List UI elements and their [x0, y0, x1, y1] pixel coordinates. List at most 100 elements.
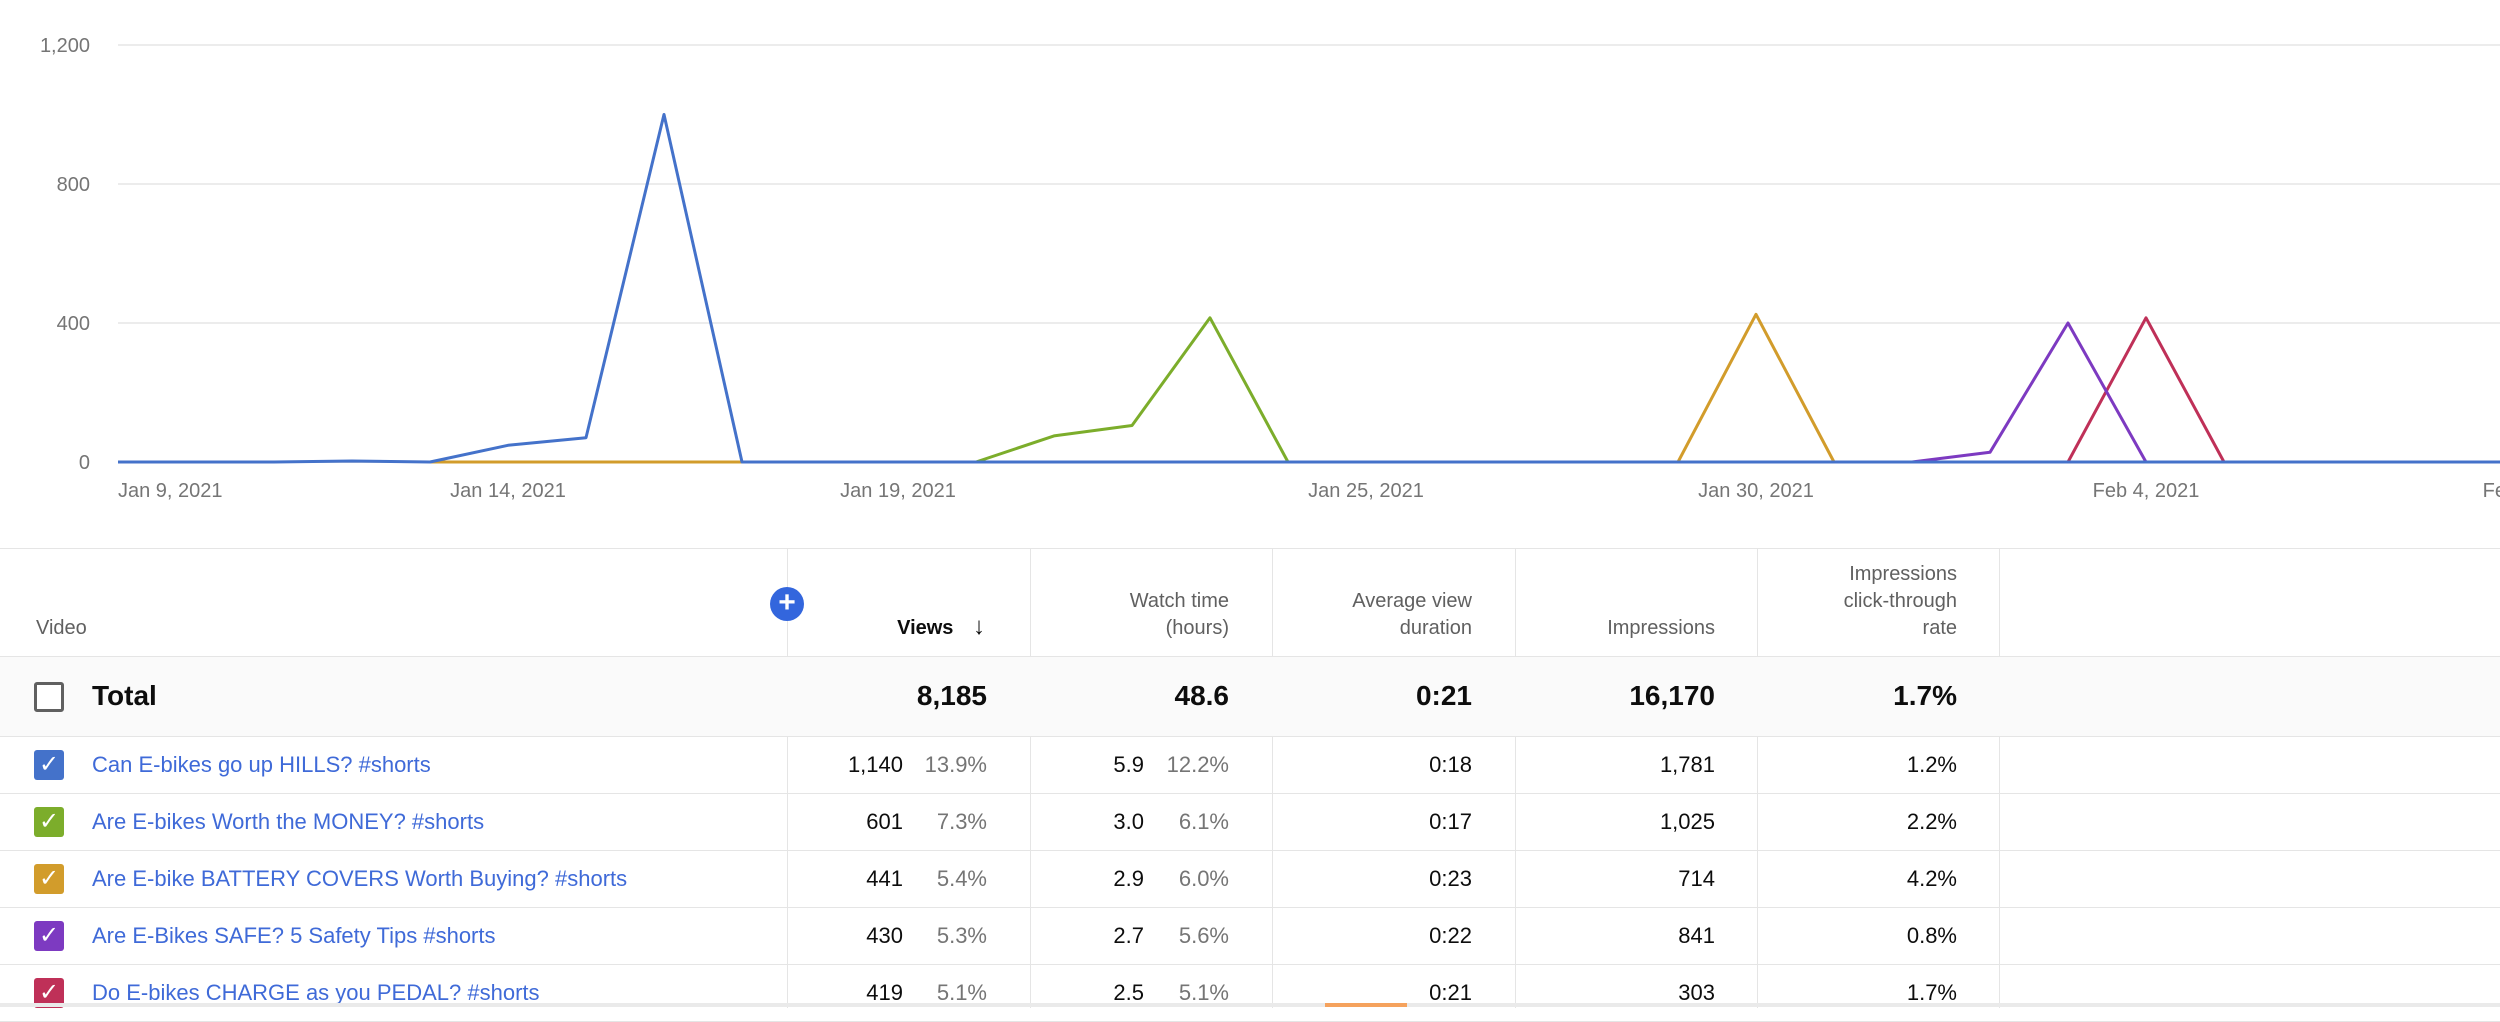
x-tick-label: Jan 14, 2021 — [450, 480, 566, 502]
y-tick-label: 0 — [79, 452, 90, 474]
ctr-header-line2: click-through — [1843, 590, 1957, 612]
watch-time-percent: 5.6% — [1178, 923, 1229, 948]
watch-time-percent: 6.1% — [1178, 809, 1229, 834]
views-value: 430 — [866, 923, 903, 948]
views-percent: 7.3% — [936, 809, 987, 834]
row-checkbox[interactable]: ✓ — [34, 807, 64, 837]
ctr-header-line1: Impressions — [1849, 563, 1957, 585]
series-line — [1911, 321, 2148, 464]
impressions-value: 303 — [1678, 980, 1715, 1005]
checkmark-icon: ✓ — [38, 751, 60, 778]
watch-time-value: 2.9 — [1113, 866, 1144, 891]
total-impressions: 16,170 — [1629, 680, 1715, 711]
total-checkbox[interactable] — [34, 682, 64, 712]
checkmark-icon: ✓ — [38, 808, 60, 835]
ctr-value: 4.2% — [1906, 866, 1957, 891]
total-average-view-duration: 0:21 — [1415, 680, 1472, 711]
video-title-link[interactable]: Are E-bikes Worth the MONEY? #shorts — [92, 809, 485, 834]
total-views: 8,185 — [916, 680, 987, 711]
average-view-duration: 0:18 — [1429, 752, 1472, 777]
column-divider — [1999, 549, 2000, 1008]
video-title-link[interactable]: Are E-Bikes SAFE? 5 Safety Tips #shorts — [92, 923, 496, 948]
watch-time-header-line2: (hours) — [1165, 617, 1229, 639]
series-line — [430, 312, 1836, 464]
column-header-impressions[interactable]: Impressions — [1607, 617, 1715, 639]
scroll-indicator[interactable] — [1325, 1003, 1407, 1007]
row-checkbox[interactable]: ✓ — [34, 750, 64, 780]
ctr-value: 0.8% — [1906, 923, 1957, 948]
scroll-track — [0, 1003, 2500, 1007]
views-value: 1,140 — [847, 752, 903, 777]
x-tick-label: Jan 30, 2021 — [1698, 480, 1814, 502]
checkmark-icon: ✓ — [38, 979, 60, 1006]
ctr-value: 1.2% — [1906, 752, 1957, 777]
series-line — [118, 113, 2500, 464]
watch-time-percent: 12.2% — [1166, 752, 1229, 777]
views-percent: 5.4% — [936, 866, 987, 891]
ctr-header-line3: rate — [1922, 617, 1957, 639]
total-watch-time: 48.6 — [1174, 680, 1230, 711]
y-tick-label: 800 — [57, 174, 90, 196]
x-axis-labels: Jan 9, 2021 Jan 14, 2021 Jan 19, 2021 Jan 2… — [118, 480, 2500, 502]
table-row[interactable]: ✓ Are E-Bikes SAFE? 5 Safety Tips #shorts… — [0, 908, 2500, 965]
average-view-duration: 0:22 — [1429, 923, 1472, 948]
views-value: 601 — [866, 809, 903, 834]
watch-time-percent: 6.0% — [1178, 866, 1229, 891]
column-divider — [1757, 549, 1758, 1008]
watch-time-percent: 5.1% — [1178, 980, 1229, 1005]
watch-time-value: 2.7 — [1113, 923, 1144, 948]
avg-duration-header-line1: Average view — [1352, 590, 1472, 612]
column-divider — [1272, 549, 1273, 1008]
video-title-link[interactable]: Can E-bikes go up HILLS? #shorts — [92, 752, 431, 777]
watch-time-value: 2.5 — [1113, 980, 1144, 1005]
x-tick-label: Feb 4, 2021 — [2093, 480, 2200, 502]
views-percent: 13.9% — [924, 752, 987, 777]
column-header-watch-time[interactable]: Watch time (hours) — [1130, 588, 1229, 642]
views-value: 441 — [866, 866, 903, 891]
total-ctr: 1.7% — [1893, 680, 1957, 711]
x-tick-label: Feb 9, 2021 — [2483, 480, 2500, 502]
ctr-value: 1.7% — [1906, 980, 1957, 1005]
views-value: 419 — [866, 980, 903, 1005]
chart-gridlines — [118, 44, 2500, 463]
add-metric-button[interactable]: + — [770, 587, 804, 621]
avg-duration-header-line2: duration — [1399, 617, 1472, 639]
series-line — [2066, 316, 2226, 463]
watch-time-header-line1: Watch time — [1129, 590, 1229, 612]
column-header-average-view-duration[interactable]: Average view duration — [1352, 588, 1472, 642]
impressions-value: 841 — [1678, 923, 1715, 948]
table-row[interactable]: ✓ Can E-bikes go up HILLS? #shorts 1,140 13… — [0, 737, 2500, 794]
ctr-value: 2.2% — [1906, 809, 1957, 834]
x-tick-label: Jan 19, 2021 — [840, 480, 956, 502]
row-checkbox[interactable]: ✓ — [34, 864, 64, 894]
table-row[interactable]: ✓ Do E-bikes CHARGE as you PEDAL? #shorts… — [0, 965, 2500, 1022]
average-view-duration: 0:23 — [1429, 866, 1472, 891]
impressions-value: 1,025 — [1659, 809, 1715, 834]
sort-descending-icon: ↓ — [973, 613, 985, 640]
column-divider — [787, 549, 788, 1008]
video-title-link[interactable]: Are E-bike BATTERY COVERS Worth Buying? … — [92, 866, 628, 891]
views-percent: 5.1% — [936, 980, 987, 1005]
total-row: Total 8,185 48.6 0:21 16,170 1.7% — [0, 657, 2500, 737]
y-tick-label: 400 — [57, 313, 90, 335]
column-divider — [1030, 549, 1031, 1008]
column-header-video[interactable]: Video — [36, 617, 87, 639]
views-header-label: Views — [897, 617, 954, 639]
impressions-value: 714 — [1678, 866, 1715, 891]
row-checkbox[interactable]: ✓ — [34, 921, 64, 951]
total-label: Total — [92, 680, 157, 711]
y-tick-label: 1,200 — [40, 35, 90, 57]
views-percent: 5.3% — [936, 923, 987, 948]
average-view-duration: 0:21 — [1429, 980, 1472, 1005]
impressions-value: 1,781 — [1659, 752, 1715, 777]
chart-series-lines — [118, 113, 2500, 464]
video-title-link[interactable]: Do E-bikes CHARGE as you PEDAL? #shorts — [92, 980, 540, 1005]
table-row[interactable]: ✓ Are E-bikes Worth the MONEY? #shorts 601… — [0, 794, 2500, 851]
watch-time-value: 3.0 — [1113, 809, 1144, 834]
column-header-views[interactable]: Views ↓ — [897, 613, 985, 642]
table-row[interactable]: ✓ Are E-bike BATTERY COVERS Worth Buying?… — [0, 851, 2500, 908]
column-header-ctr[interactable]: Impressions click-through rate — [1844, 561, 1957, 642]
average-view-duration: 0:17 — [1429, 809, 1472, 834]
table-header-row: Video + Views ↓ Watch time (hours) Avera… — [0, 549, 2500, 657]
